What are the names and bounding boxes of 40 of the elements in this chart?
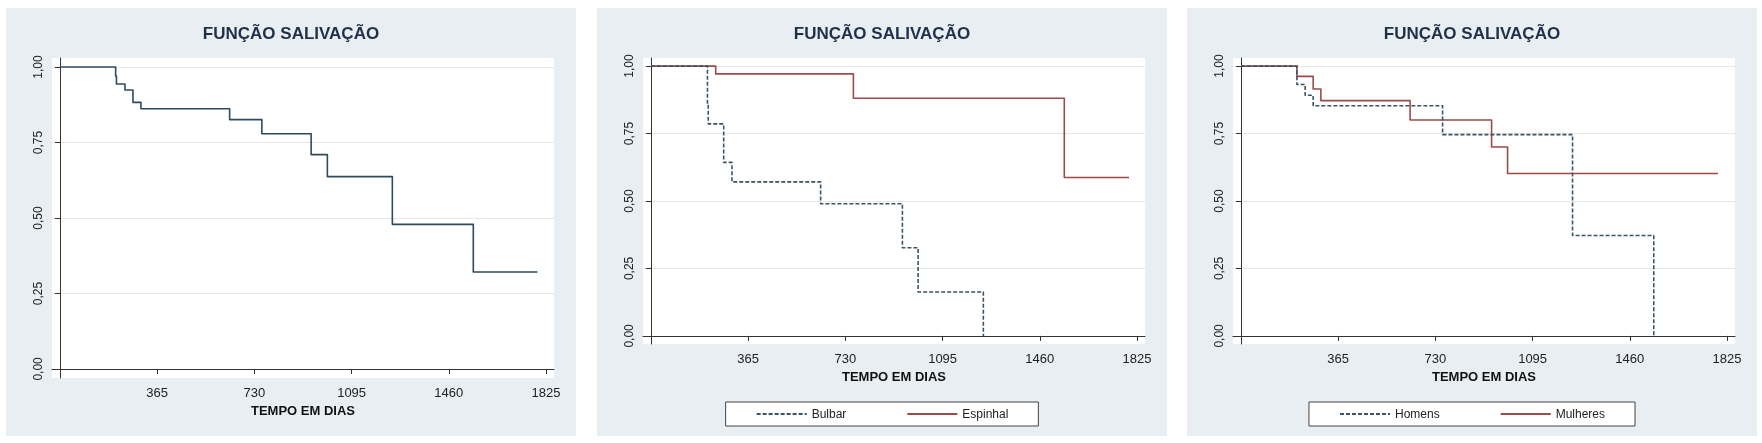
y-tick-label: 1,00 <box>31 55 45 79</box>
y-tick-label: 0,50 <box>31 206 45 230</box>
x-tick-label: 1460 <box>434 385 464 400</box>
x-tick-label: 1460 <box>1615 351 1645 366</box>
y-tick-label: 0,75 <box>1212 121 1226 146</box>
y-tick-label: 0,00 <box>622 323 636 348</box>
x-tick-label: 1095 <box>337 385 367 400</box>
x-tick-label: 1095 <box>1518 351 1548 366</box>
x-tick-label: 365 <box>146 385 169 400</box>
y-tick-label: 0,25 <box>622 256 636 281</box>
legend-label: Mulheres <box>1555 407 1606 421</box>
y-tick-label: 0,75 <box>31 130 45 155</box>
y-tick-label: 1,00 <box>622 54 636 78</box>
x-axis-title: TEMPO EM DIAS <box>1431 369 1537 384</box>
y-tick-label: 0,25 <box>31 281 45 306</box>
x-tick-label: 730 <box>834 351 857 366</box>
x-tick-label: 365 <box>1327 351 1350 366</box>
y-tick-label: 0,75 <box>622 121 636 146</box>
y-tick-label: 1,00 <box>1212 54 1226 78</box>
chart-title: FUNÇÃO SALIVAÇÃO <box>1383 23 1561 43</box>
x-tick-label: 365 <box>737 351 760 366</box>
chart-title: FUNÇÃO SALIVAÇÃO <box>202 23 380 43</box>
x-tick-label: 1825 <box>1122 351 1152 366</box>
x-tick-label: 1095 <box>928 351 958 366</box>
legend-label: Homens <box>1394 407 1440 421</box>
y-tick-label: 0,00 <box>31 356 45 381</box>
y-tick-label: 0,50 <box>622 189 636 213</box>
legend-label: Bulbar <box>811 407 847 421</box>
y-tick-label: 0,00 <box>1212 323 1226 348</box>
x-tick-label: 730 <box>1424 351 1447 366</box>
x-axis-title: TEMPO EM DIAS <box>250 403 356 418</box>
x-tick-label: 1825 <box>1712 351 1742 366</box>
chart-title: FUNÇÃO SALIVAÇÃO <box>793 23 971 43</box>
x-tick-label: 730 <box>243 385 266 400</box>
legend-label: Espinhal <box>962 407 1009 421</box>
y-tick-label: 0,25 <box>1212 256 1226 281</box>
x-tick-label: 1460 <box>1025 351 1055 366</box>
x-axis-title: TEMPO EM DIAS <box>841 369 947 384</box>
y-tick-label: 0,50 <box>1212 189 1226 213</box>
x-tick-label: 1825 <box>531 385 561 400</box>
